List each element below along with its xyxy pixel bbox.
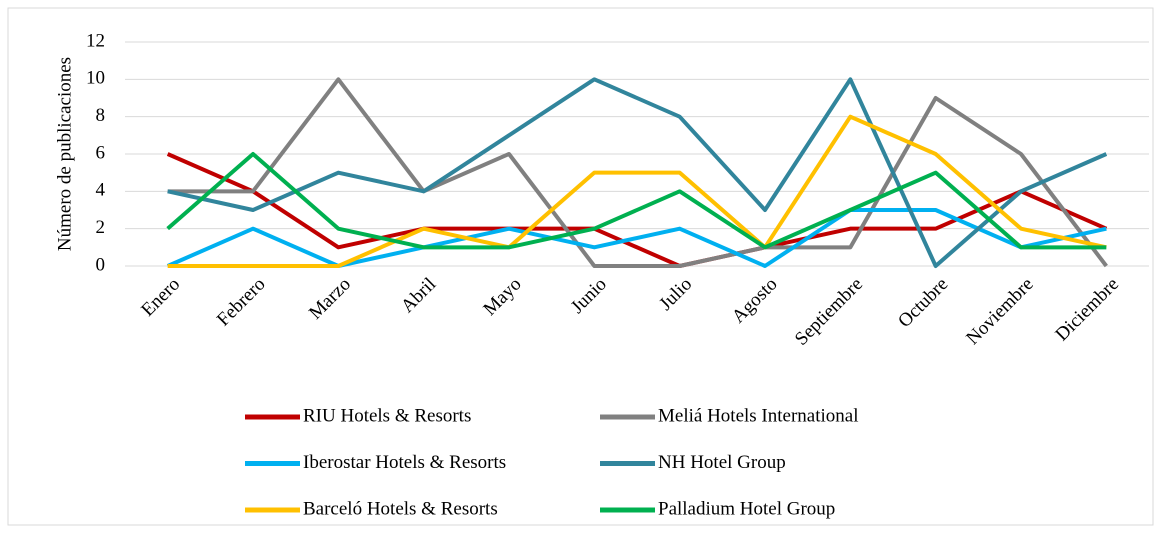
y-tick-label: 2 <box>96 217 106 238</box>
y-tick-label: 0 <box>96 254 106 275</box>
line <box>166 152 1108 268</box>
x-tick-label: Abril <box>397 274 440 317</box>
y-tick-label: 4 <box>96 180 106 201</box>
x-tick-label: Junio <box>567 274 611 318</box>
x-tick-label: Marzo <box>305 274 355 324</box>
legend-label: Palladium Hotel Group <box>658 498 835 519</box>
x-tick-label: Diciembre <box>1051 274 1123 346</box>
line <box>167 114 1107 268</box>
x-tick-label: Septiembre <box>791 274 867 350</box>
line <box>166 208 1107 268</box>
line <box>167 77 1108 268</box>
legend-label: Meliá Hotels International <box>658 405 859 426</box>
y-tick-label: 12 <box>86 30 105 51</box>
y-tick-label: 6 <box>96 142 106 163</box>
legend-label: NH Hotel Group <box>658 452 786 473</box>
x-tick-label: Agosto <box>728 274 782 328</box>
y-axis-label: Número de publicaciones <box>54 57 75 251</box>
x-tick-label: Julio <box>655 274 696 315</box>
x-tick-label: Octubre <box>894 274 952 332</box>
legend-label: Iberostar Hotels & Resorts <box>303 452 506 473</box>
x-tick-label: Mayo <box>479 274 525 320</box>
line <box>167 77 1108 268</box>
x-tick-label: Febrero <box>213 274 270 331</box>
y-tick-label: 10 <box>86 68 105 89</box>
x-tick-label: Enero <box>137 274 184 321</box>
line <box>166 152 1107 250</box>
y-tick-label: 8 <box>96 105 106 126</box>
legend-label: RIU Hotels & Resorts <box>303 405 471 426</box>
x-tick-label: Noviembre <box>962 274 1037 349</box>
chart-border <box>7 7 1154 526</box>
legend-label: Barceló Hotels & Resorts <box>303 498 498 519</box>
